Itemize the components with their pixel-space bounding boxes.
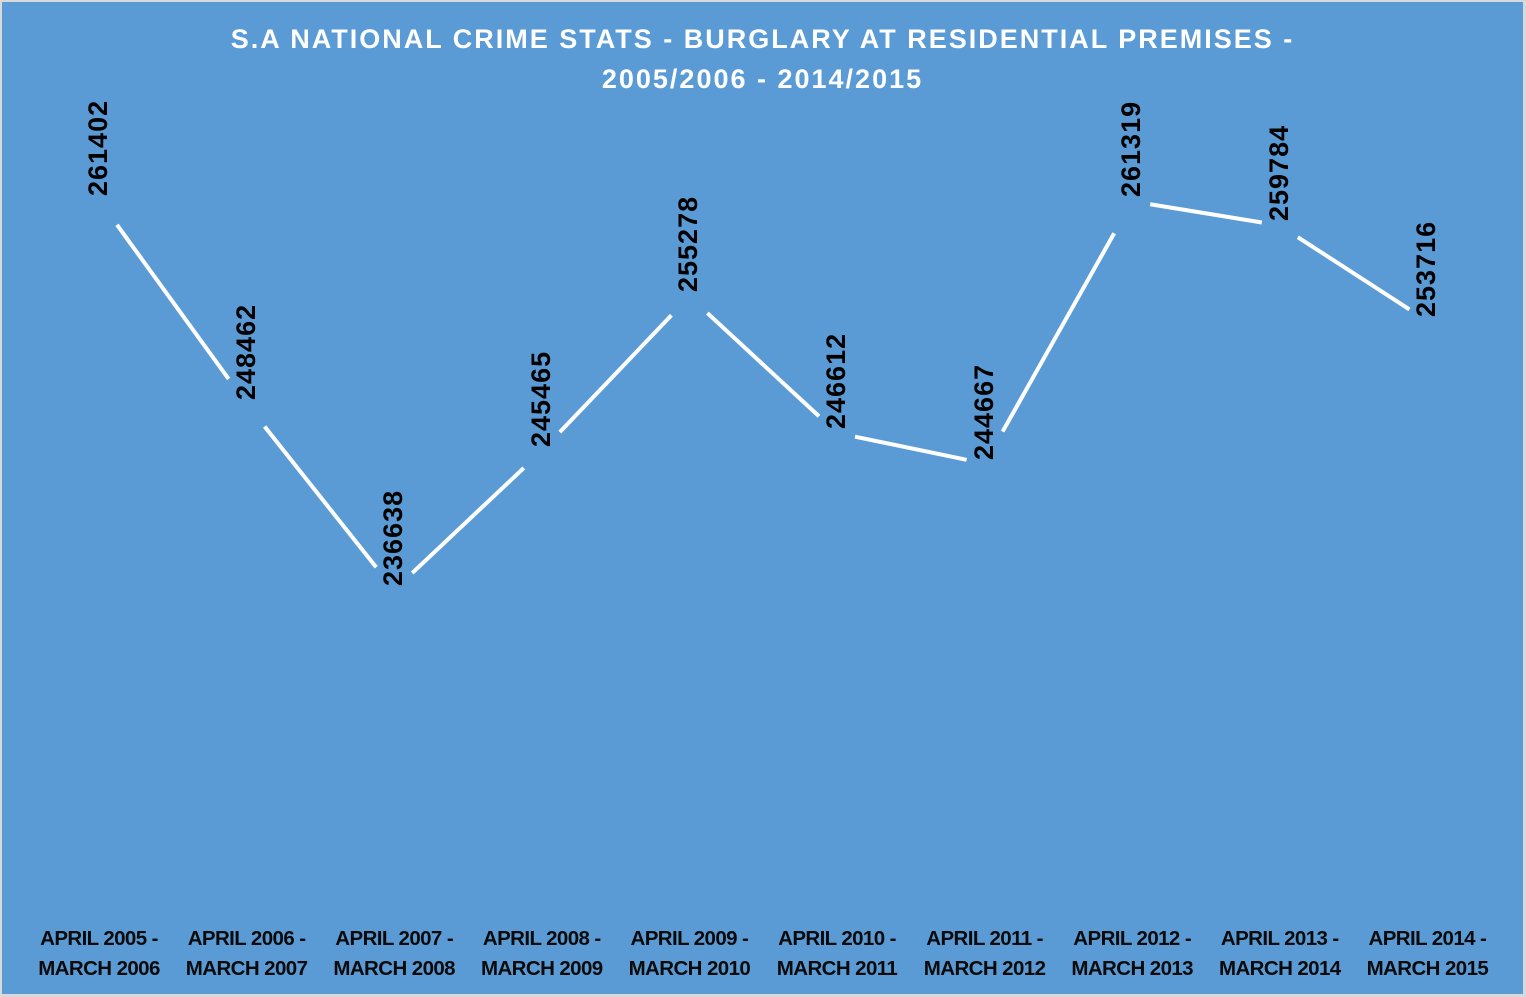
x-axis-label: APRIL 2013 - MARCH 2014 bbox=[1218, 927, 1341, 980]
x-axis-label: APRIL 2010 - MARCH 2011 bbox=[776, 927, 898, 980]
x-axis-label: APRIL 2012 - MARCH 2013 bbox=[1071, 927, 1193, 980]
data-label: 246612 bbox=[821, 332, 851, 429]
x-axis-label: APRIL 2014 - MARCH 2015 bbox=[1366, 927, 1489, 980]
line-segment bbox=[1149, 202, 1263, 225]
drop-lines bbox=[98, 202, 1429, 900]
data-label: 248462 bbox=[230, 303, 261, 400]
line-segment bbox=[1000, 232, 1116, 433]
line-segment bbox=[558, 313, 673, 434]
chart-subtitle: 2005/2006 - 2014/2015 bbox=[601, 64, 924, 94]
data-line bbox=[115, 202, 1411, 575]
line-segment bbox=[854, 434, 968, 462]
data-label: 245465 bbox=[525, 350, 556, 447]
line-segment bbox=[1296, 235, 1411, 312]
chart-title: S.A NATIONAL CRIME STATS - BURGLARY AT R… bbox=[230, 24, 1295, 54]
line-segment bbox=[263, 425, 378, 569]
line-segment bbox=[706, 311, 821, 418]
data-label: 261319 bbox=[1116, 101, 1147, 198]
x-axis-label: APRIL 2007 - MARCH 2008 bbox=[333, 927, 455, 980]
x-axis-label: APRIL 2009 - MARCH 2010 bbox=[628, 927, 751, 980]
data-label: 259784 bbox=[1263, 125, 1294, 222]
x-axis-label: APRIL 2008 - MARCH 2009 bbox=[480, 927, 603, 980]
x-axis-label: APRIL 2011 - MARCH 2012 bbox=[923, 927, 1046, 980]
line-segment bbox=[115, 223, 231, 381]
data-label: 236638 bbox=[378, 489, 409, 586]
data-label: 244667 bbox=[968, 363, 999, 460]
data-label: 253716 bbox=[1411, 220, 1442, 318]
x-axis-label: APRIL 2005 - MARCH 2006 bbox=[38, 927, 160, 980]
data-label: 261402 bbox=[83, 99, 113, 196]
data-label: 255278 bbox=[673, 196, 704, 293]
x-axis-label: APRIL 2006 - MARCH 2007 bbox=[185, 927, 308, 980]
line-segment bbox=[410, 466, 526, 575]
